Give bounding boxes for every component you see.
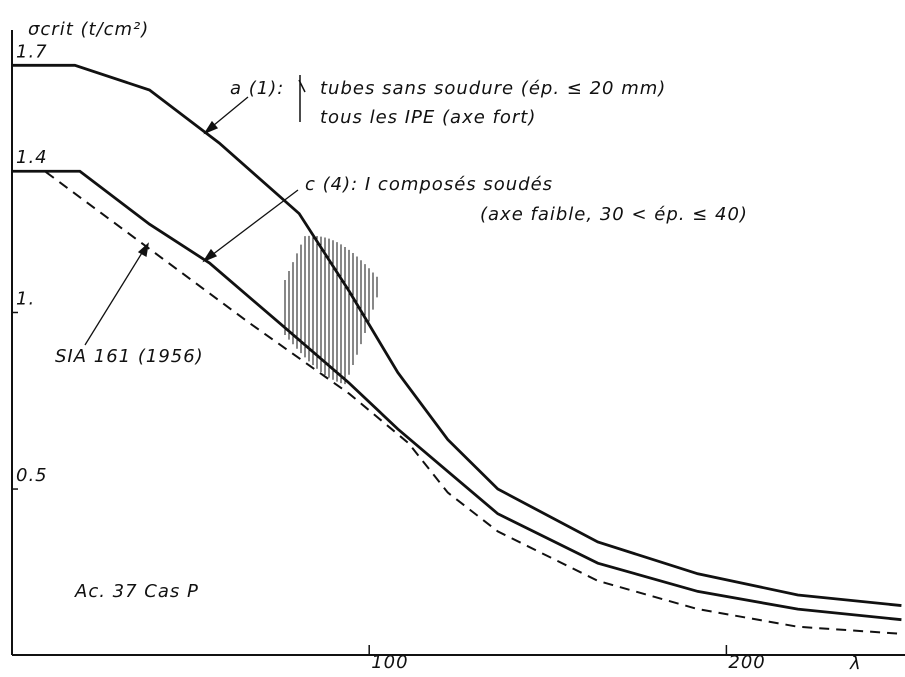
hatching [284, 235, 378, 385]
line [12, 63, 902, 607]
series-label: SIA 161 (1956) [55, 346, 204, 367]
arrows [84, 96, 299, 346]
x-axis-label: λ [849, 653, 862, 674]
annotation: tubes sans soudure (ép. ≤ 20 mm) [320, 78, 666, 99]
y-tick-label: 1.4 [16, 147, 48, 168]
annotation: tous les IPE (axe fort) [320, 107, 536, 128]
line [12, 170, 902, 635]
y-tick-label: 1.7 [16, 41, 48, 62]
x-tick-label: 100 [371, 652, 408, 673]
line [12, 169, 902, 622]
series-label: c (4): I composés soudés [305, 174, 553, 195]
y-tick-label: 0.5 [16, 465, 48, 486]
series-label: a (1): [230, 78, 284, 99]
annotation: Ac. 37 Cas P [74, 581, 199, 602]
annotation: (axe faible, 30 < ép. ≤ 40) [480, 204, 748, 225]
y-tick-label: 1. [16, 288, 35, 309]
x-tick-label: 200 [728, 652, 765, 673]
y-axis-label: σcrit (t/cm²) [28, 19, 149, 40]
